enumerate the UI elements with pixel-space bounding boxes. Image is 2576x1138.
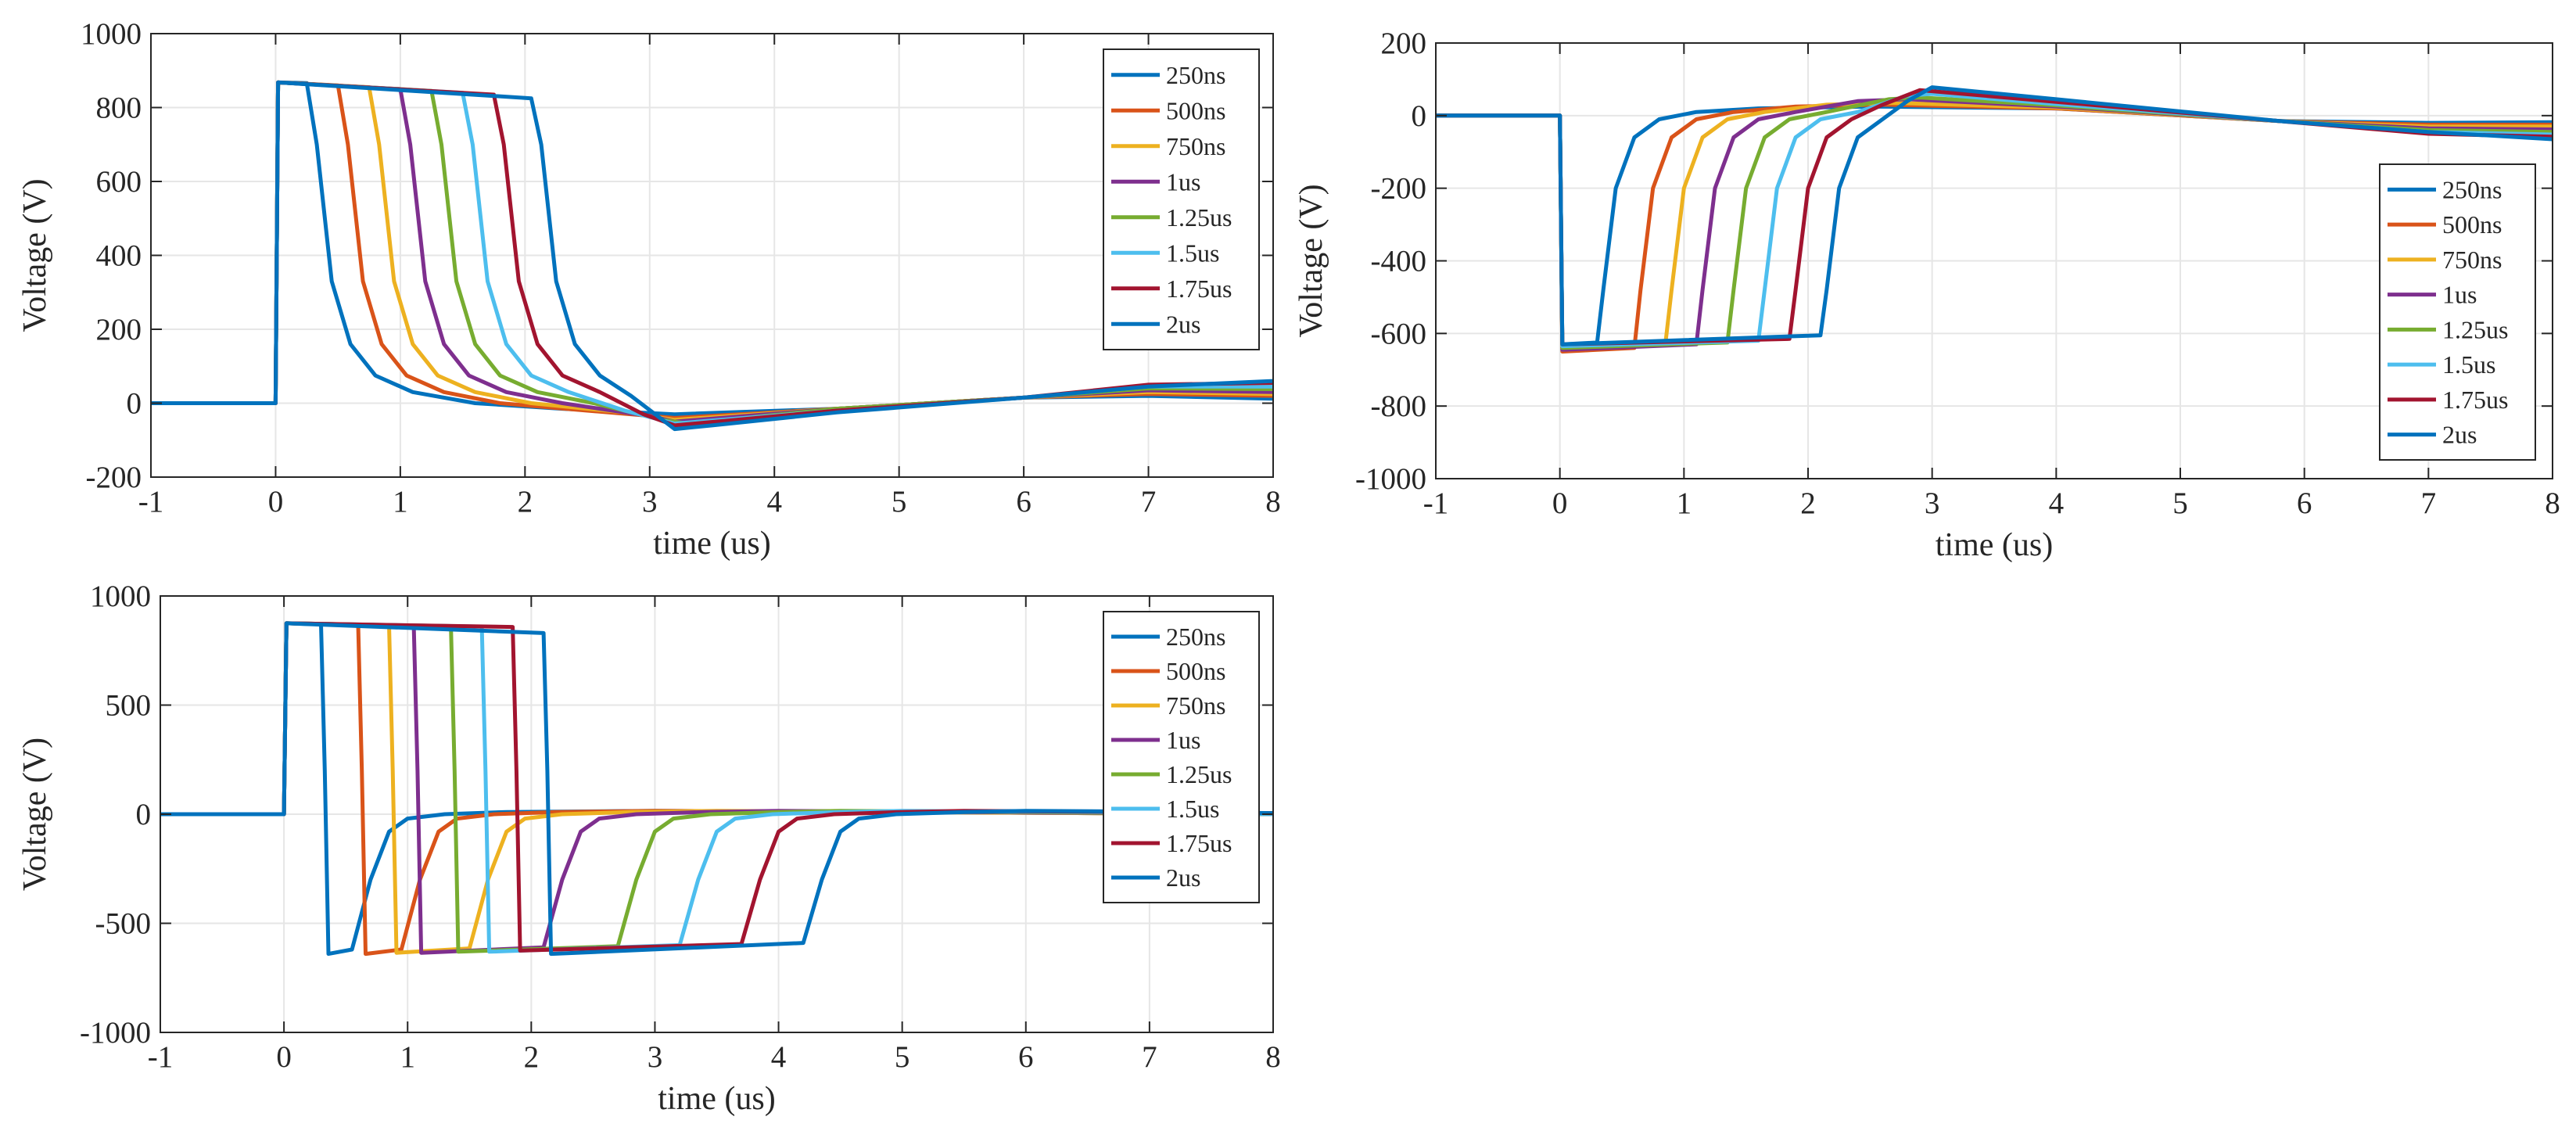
x-tick-label: 2 [1800, 486, 1816, 520]
legend-label: 750ns [2442, 246, 2502, 274]
x-axis-title: time (us) [658, 1081, 775, 1117]
x-tick-label: 6 [1018, 1040, 1034, 1074]
x-tick-label: -1 [148, 1040, 174, 1074]
x-axis-title: time (us) [653, 526, 770, 562]
x-tick-label: 3 [1925, 486, 1940, 520]
legend-label: 1.75us [1166, 275, 1232, 303]
x-axis-title: time (us) [1936, 527, 2053, 563]
legend-box [1103, 48, 1260, 350]
legend: 250ns 500ns 750ns 1us 1.25us 1.5us 1.75us 2us [1103, 48, 1260, 350]
legend-box [2379, 163, 2536, 461]
legend-label: 250ns [1166, 623, 1225, 651]
y-tick-label: -600 [1371, 317, 1427, 350]
chart-panel-3: -1 0 1 2 3 4 5 6 7 8 -1000 -500 0 500 1000 time (us) Vol… [17, 580, 1281, 1117]
y-tick-label: 200 [1381, 27, 1427, 60]
series-group [1436, 85, 2553, 354]
x-tick-label: 5 [895, 1040, 910, 1074]
x-tick-label: -1 [1423, 486, 1449, 520]
chart-panel-2: -1 0 1 2 3 4 5 6 7 8 -1000 -800 -600 -400 -200 0 200 time… [1293, 27, 2560, 563]
y-tick-label: -1000 [1355, 462, 1426, 496]
x-tick-label: 6 [1016, 485, 1031, 519]
chart-panel-1: -1 0 1 2 3 4 5 6 7 8 -200 0 200 400 600 800 1000 time (us… [17, 17, 1281, 562]
x-tick-label: 4 [2049, 486, 2065, 520]
legend: 250ns 500ns 750ns 1us 1.25us 1.5us 1.75us 2us [2379, 163, 2536, 461]
series-line-2us [151, 80, 1273, 432]
legend-label: 1.25us [2442, 315, 2508, 343]
legend-label: 1us [1166, 167, 1200, 196]
legend-label: 500ns [1166, 96, 1225, 124]
x-tick-label: 5 [892, 485, 907, 519]
y-tick-label: 600 [96, 165, 142, 199]
legend-label: 1.25us [1166, 760, 1232, 788]
legend-box [1103, 611, 1260, 903]
x-tick-label: 7 [2421, 486, 2437, 520]
y-tick-label: 800 [96, 92, 142, 125]
series-group [160, 621, 1273, 957]
y-axis-title: Voltage (V) [1293, 184, 1329, 337]
x-tick-label: 2 [524, 1040, 540, 1074]
legend-label: 250ns [2442, 175, 2502, 203]
x-tick-label: 8 [1265, 485, 1281, 519]
y-tick-label: 400 [96, 239, 142, 273]
x-tick-label: 4 [771, 1040, 787, 1074]
y-tick-label: 0 [136, 798, 152, 831]
x-tick-label: 1 [393, 485, 408, 519]
legend-label: 500ns [1166, 657, 1225, 685]
legend-label: 250ns [1166, 61, 1225, 89]
legend-label: 1.5us [2442, 350, 2495, 379]
x-tick-label: 3 [642, 485, 658, 519]
legend: 250ns 500ns 750ns 1us 1.25us 1.5us 1.75us 2us [1103, 611, 1260, 903]
y-axis-title: Voltage (V) [17, 178, 53, 332]
x-tick-label: -1 [138, 485, 164, 519]
legend-label: 750ns [1166, 691, 1225, 720]
x-tick-label: 8 [2545, 486, 2560, 520]
x-tick-label: 8 [1265, 1040, 1281, 1074]
legend-label: 2us [1166, 310, 1200, 338]
x-tick-label: 0 [276, 1040, 292, 1074]
y-tick-label: -500 [95, 907, 152, 941]
y-tick-label: 1000 [81, 17, 142, 51]
legend-label: 2us [2442, 421, 2477, 449]
legend-label: 1.25us [1166, 203, 1232, 232]
y-tick-label: 200 [96, 313, 142, 346]
legend-label: 500ns [2442, 210, 2502, 239]
x-tick-label: 0 [1552, 486, 1568, 520]
y-tick-label: 1000 [90, 580, 151, 613]
y-tick-label: 0 [1412, 99, 1427, 133]
x-tick-label: 1 [1677, 486, 1692, 520]
x-tick-label: 4 [766, 485, 782, 519]
x-tick-label: 7 [1141, 485, 1157, 519]
legend-label: 1.5us [1166, 795, 1219, 823]
y-tick-label: -400 [1371, 245, 1427, 278]
legend-label: 1us [1166, 726, 1200, 754]
x-tick-label: 7 [1142, 1040, 1157, 1074]
x-tick-label: 5 [2172, 486, 2188, 520]
y-axis-title: Voltage (V) [17, 738, 53, 891]
x-tick-label: 3 [648, 1040, 663, 1074]
legend-label: 750ns [1166, 132, 1225, 160]
y-tick-label: 500 [106, 689, 152, 723]
y-tick-label: 0 [127, 387, 142, 421]
x-tick-label: 0 [268, 485, 284, 519]
x-tick-label: 6 [2297, 486, 2312, 520]
series-group [151, 80, 1273, 432]
y-tick-label: -200 [1371, 172, 1427, 206]
legend-label: 1.5us [1166, 239, 1219, 267]
series-line-2us [160, 621, 1273, 957]
legend-label: 1.75us [2442, 386, 2508, 414]
y-tick-label: -200 [86, 461, 142, 494]
legend-label: 1.75us [1166, 829, 1232, 857]
y-tick-label: -1000 [80, 1016, 151, 1050]
x-tick-label: 2 [518, 485, 533, 519]
legend-label: 2us [1166, 863, 1200, 892]
y-tick-label: -800 [1371, 390, 1427, 423]
legend-label: 1us [2442, 281, 2477, 309]
x-tick-label: 1 [400, 1040, 415, 1074]
series-line-2us [1436, 85, 2553, 346]
